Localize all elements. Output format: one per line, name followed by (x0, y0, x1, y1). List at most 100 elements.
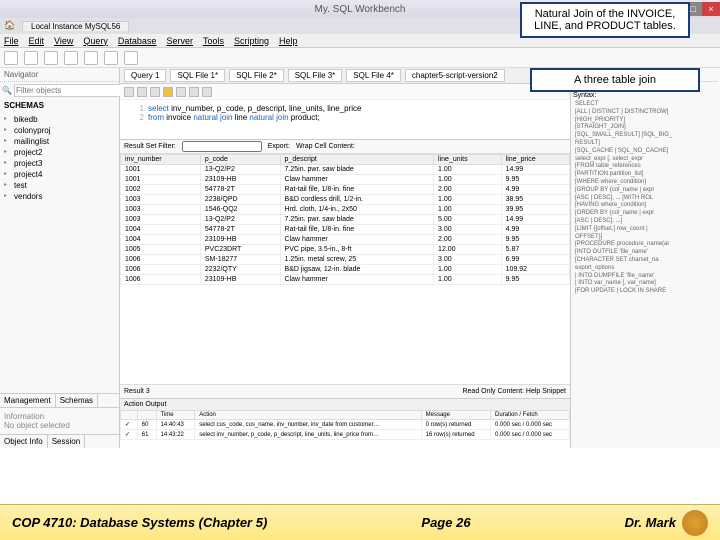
sql-text: invoice (164, 113, 193, 122)
management-tab[interactable]: Management (0, 394, 56, 407)
schema-item[interactable]: project2 (4, 147, 115, 158)
result-toolbar: Result Set Filter: Export: Wrap Cell Con… (120, 140, 570, 154)
search-icon: 🔍 (2, 86, 12, 95)
footer-logo-icon (682, 510, 708, 536)
query-tab[interactable]: chapter5-script-version2 (405, 69, 505, 82)
toolbar-icon[interactable] (4, 51, 18, 65)
annotation-box: Natural Join of the INVOICE, LINE, and P… (520, 2, 690, 38)
center-panel: Query 1 SQL File 1* SQL File 2* SQL File… (120, 68, 570, 448)
info-header: Information (4, 412, 115, 421)
toolbar-icon[interactable] (84, 51, 98, 65)
qt-icon[interactable] (150, 87, 160, 97)
home-icon[interactable]: 🏠 (4, 20, 16, 32)
wrap-label: Wrap Cell Content: (296, 143, 355, 150)
action-row[interactable]: ✓6114:43:22select inv_number, p_code, p_… (121, 430, 570, 440)
toolbar-icon[interactable] (24, 51, 38, 65)
result-filter-input[interactable] (182, 141, 262, 152)
navigator-header: Navigator (0, 68, 119, 82)
qt-icon[interactable] (202, 87, 212, 97)
result-label: Result 3 (124, 388, 150, 395)
table-row[interactable]: 100423109-HBClaw hammer2.009.95 (121, 235, 570, 245)
toolbar-icon[interactable] (124, 51, 138, 65)
connection-tab[interactable]: Local Instance MySQL56 (22, 21, 129, 31)
qt-icon[interactable] (137, 87, 147, 97)
query-tab[interactable]: SQL File 4* (346, 69, 401, 82)
table-row[interactable]: 100113-Q2/P27.25in. pwr. saw blade1.0014… (121, 165, 570, 175)
help-panel: ◄ ► | SELECT Topic: SELECT Syntax: SELEC… (570, 68, 720, 448)
column-header[interactable]: inv_number (121, 155, 201, 165)
qt-icon[interactable] (176, 87, 186, 97)
result-grid: inv_numberp_codep_descriptline_unitsline… (120, 154, 570, 384)
menu-edit[interactable]: Edit (29, 36, 45, 46)
table-row[interactable]: 100623109-HBClaw hammer1.009.95 (121, 275, 570, 285)
filter-label: Result Set Filter: (124, 143, 176, 150)
toolbar-icon[interactable] (64, 51, 78, 65)
session-tab[interactable]: Session (48, 435, 85, 448)
column-header[interactable]: line_units (434, 155, 502, 165)
menu-tools[interactable]: Tools (203, 36, 224, 46)
table-row[interactable]: 100454778-2TRat-tail file, 1/8-in. fine3… (121, 225, 570, 235)
query-tab[interactable]: Query 1 (124, 69, 166, 82)
menu-database[interactable]: Database (118, 36, 157, 46)
menu-file[interactable]: File (4, 36, 19, 46)
sql-keyword: natural join (249, 113, 288, 122)
table-row[interactable]: 10062232/QTYB&D jigsaw, 12-in. blade1.00… (121, 265, 570, 275)
result-footer: Result 3 Read Only Content: Help Snippet (120, 384, 570, 398)
filter-input[interactable] (14, 84, 128, 97)
close-button[interactable]: × (702, 2, 720, 16)
column-header[interactable]: p_code (200, 155, 280, 165)
schema-item[interactable]: test (4, 180, 115, 191)
toolbar-icon[interactable] (104, 51, 118, 65)
query-tab[interactable]: SQL File 1* (170, 69, 225, 82)
schema-item[interactable]: colonyproj (4, 125, 115, 136)
line-number: 2 (128, 113, 144, 122)
info-panel: Information No object selected (0, 407, 119, 434)
footer-right: Dr. Mark (625, 515, 676, 530)
schema-item[interactable]: project3 (4, 158, 115, 169)
menu-scripting[interactable]: Scripting (234, 36, 269, 46)
qt-icon[interactable] (189, 87, 199, 97)
menu-view[interactable]: View (54, 36, 73, 46)
footer-left: COP 4710: Database Systems (Chapter 5) (12, 515, 267, 530)
export-label: Export: (268, 143, 290, 150)
main-toolbar (0, 48, 720, 68)
window-title: My. SQL Workbench (315, 4, 406, 15)
table-row[interactable]: 1006SM-182771.25in. metal screw, 253.006… (121, 255, 570, 265)
syntax-label: Syntax: (573, 92, 718, 99)
sidebar: Navigator 🔍 SCHEMAS bikedb colonyproj ma… (0, 68, 120, 448)
object-info-tab[interactable]: Object Info (0, 435, 48, 448)
execute-icon[interactable] (163, 87, 173, 97)
toolbar-icon[interactable] (44, 51, 58, 65)
query-tab[interactable]: SQL File 2* (229, 69, 284, 82)
action-output-label: Action Output (124, 401, 166, 408)
schemas-tab[interactable]: Schemas (56, 394, 98, 407)
line-number: 1 (128, 104, 144, 113)
schema-item[interactable]: mailinglist (4, 136, 115, 147)
query-editor[interactable]: 1 2 select inv_number, p_code, p_descrip… (120, 100, 570, 140)
column-header[interactable]: p_descript (280, 155, 434, 165)
query-tabs: Query 1 SQL File 1* SQL File 2* SQL File… (120, 68, 570, 84)
table-row[interactable]: 100123109-HBClaw hammer1.009.95 (121, 175, 570, 185)
sql-keyword: select (148, 104, 169, 113)
schema-list: bikedb colonyproj mailinglist project2 p… (0, 112, 119, 393)
sql-keyword: from (148, 113, 164, 122)
table-row[interactable]: 10031546-QQ2Hrd. cloth, 1/4-in., 2x501.0… (121, 205, 570, 215)
menu-query[interactable]: Query (83, 36, 108, 46)
annotation-box: A three table join (530, 68, 700, 92)
schema-item[interactable]: vendors (4, 191, 115, 202)
column-header[interactable]: line_price (501, 155, 569, 165)
table-row[interactable]: 100313-Q2/P27.25in. pwr. saw blade5.0014… (121, 215, 570, 225)
schema-item[interactable]: project4 (4, 169, 115, 180)
menu-help[interactable]: Help (279, 36, 298, 46)
sql-keyword: natural join (193, 113, 232, 122)
table-row[interactable]: 10032238/QPDB&D cordless drill, 1/2-in.1… (121, 195, 570, 205)
schema-item[interactable]: bikedb (4, 114, 115, 125)
syntax-block: SELECT [ALL | DISTINCT | DISTINCTROW] [H… (573, 99, 718, 298)
table-row[interactable]: 100254778-2TRat-tail file, 1/8-in. fine2… (121, 185, 570, 195)
query-toolbar (120, 84, 570, 100)
table-row[interactable]: 1005PVC23DRTPVC pipe, 3.5-in., 8-ft12.00… (121, 245, 570, 255)
action-row[interactable]: ✓6014:40:43select cus_code, cus_name, in… (121, 420, 570, 430)
menu-server[interactable]: Server (166, 36, 193, 46)
qt-icon[interactable] (124, 87, 134, 97)
query-tab[interactable]: SQL File 3* (288, 69, 343, 82)
